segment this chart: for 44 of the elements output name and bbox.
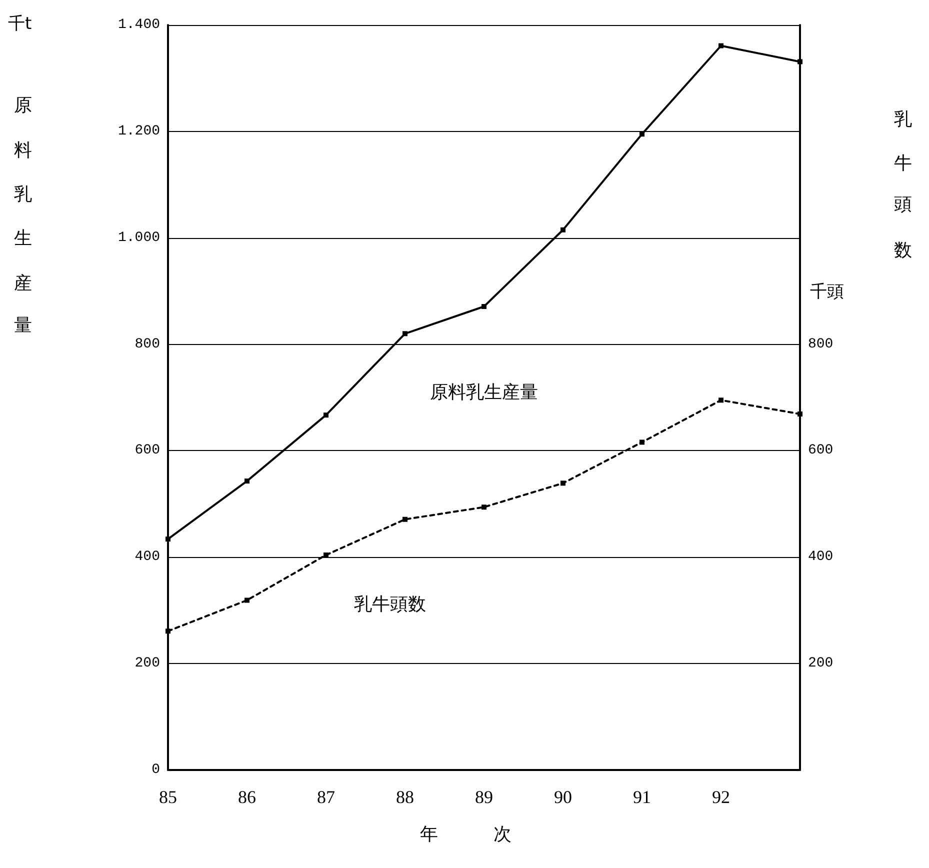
y-axis-title: 原料乳生産量 <box>11 82 34 346</box>
x-tick-label: 90 <box>554 787 572 807</box>
point <box>402 516 408 522</box>
point <box>482 504 486 510</box>
y-tick-label: 400 <box>134 549 160 566</box>
y-tick-label: 200 <box>134 656 160 672</box>
point <box>244 478 250 484</box>
point <box>718 398 724 403</box>
y-tick-label: 800 <box>134 336 160 352</box>
y-tick-label: 1.400 <box>118 17 160 33</box>
y-tick-label: 1.200 <box>118 123 160 140</box>
point <box>402 331 408 336</box>
y-tick-label: 1.000 <box>118 230 160 246</box>
x-axis-title: 年 次 <box>420 823 512 846</box>
x-tick-label: 87 <box>317 787 335 807</box>
point <box>640 132 644 137</box>
point <box>640 440 644 445</box>
y2-tick-label: 400 <box>808 549 834 566</box>
x-tick-label: 88 <box>396 787 414 807</box>
point <box>718 43 724 48</box>
text: 乳牛頭数 <box>354 592 426 616</box>
point <box>166 628 170 634</box>
point <box>798 59 802 64</box>
point <box>798 411 802 416</box>
y2-tick-label: 800 <box>808 336 834 352</box>
y2-tick-label: 600 <box>808 442 834 459</box>
y-tick-label: 0 <box>152 762 160 778</box>
text: 千t <box>8 13 32 35</box>
point <box>560 480 566 486</box>
x-tick-label: 92 <box>712 787 730 807</box>
x-tick-label: 91 <box>633 787 651 807</box>
x-tick-label: 85 <box>159 787 177 807</box>
point <box>244 598 250 603</box>
y-tick-label: 600 <box>134 442 160 459</box>
point <box>324 412 328 418</box>
x-tick-label: 86 <box>238 787 256 807</box>
point <box>166 536 170 542</box>
text: 原料乳生産量 <box>430 381 538 404</box>
y2-tick-label: 200 <box>808 656 834 672</box>
point <box>560 227 566 232</box>
point <box>482 304 486 310</box>
x-tick-label: 89 <box>475 787 493 807</box>
y2-axis-title: 乳牛頭数 <box>891 95 914 271</box>
text: 千頭 <box>810 281 844 303</box>
